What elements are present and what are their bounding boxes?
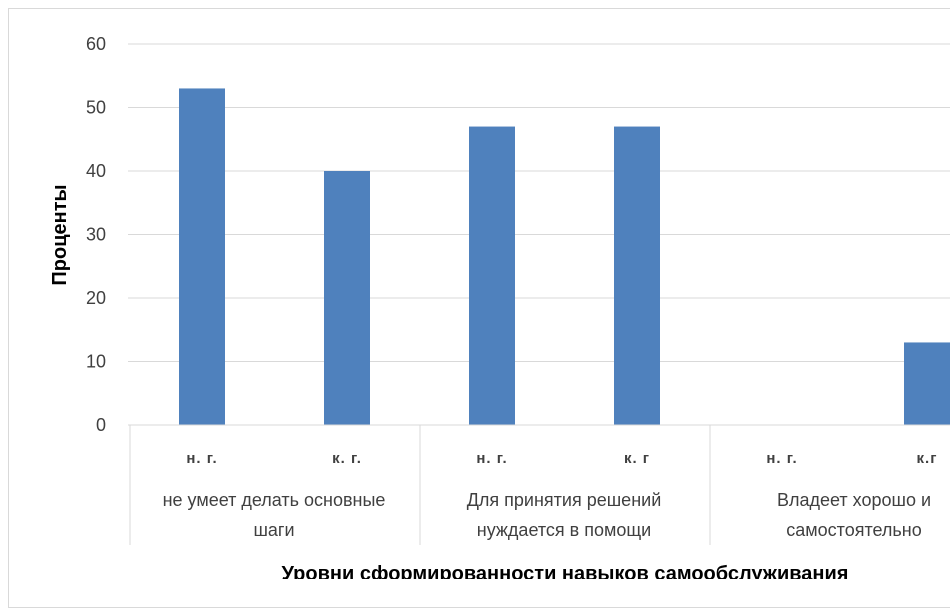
- chart: 0 10 20 30 40 50 60 н. г. к. г. не умеет делать о…: [8, 8, 950, 608]
- y-tick-label: 50: [86, 98, 106, 118]
- x-group-label: нуждается в помощи: [477, 520, 651, 540]
- x-category-label: к. г: [624, 450, 650, 467]
- x-category-label: к. г.: [332, 450, 362, 467]
- x-category-label: н. г.: [186, 450, 217, 467]
- y-axis-title: Проценты: [49, 184, 71, 285]
- x-axis-title: Уровни сформированности навыков самообсл…: [282, 563, 849, 579]
- gridlines: [128, 43, 950, 362]
- y-tick-label: 20: [86, 288, 106, 308]
- x-group-label: шаги: [253, 520, 294, 540]
- y-tick-label: 40: [86, 161, 106, 181]
- x-category-label: н. г.: [476, 450, 507, 467]
- x-axis: [128, 424, 950, 545]
- bar-chart: 0 10 20 30 40 50 60 н. г. к. г. не умеет делать о…: [49, 34, 950, 579]
- y-tick-label: 0: [96, 415, 106, 435]
- bar: [469, 126, 515, 426]
- x-category-label: к.г: [917, 450, 938, 467]
- bar: [614, 126, 660, 426]
- bar: [904, 342, 950, 425]
- bar: [324, 171, 370, 425]
- x-category-label: н. г.: [766, 450, 797, 467]
- x-group-label: Владеет хорошо и: [777, 490, 931, 510]
- bar: [179, 88, 225, 425]
- x-group-label: самостоятельно: [786, 520, 921, 540]
- y-tick-label: 60: [86, 34, 106, 54]
- y-tick-label: 30: [86, 225, 106, 245]
- y-tick-label: 10: [86, 352, 106, 372]
- tick-labels: 0 10 20 30 40 50 60 н. г. к. г. не умеет делать о…: [86, 34, 938, 540]
- x-group-label: не умеет делать основные: [163, 490, 386, 510]
- bars: [179, 88, 950, 426]
- x-group-label: Для принятия решений: [467, 490, 662, 510]
